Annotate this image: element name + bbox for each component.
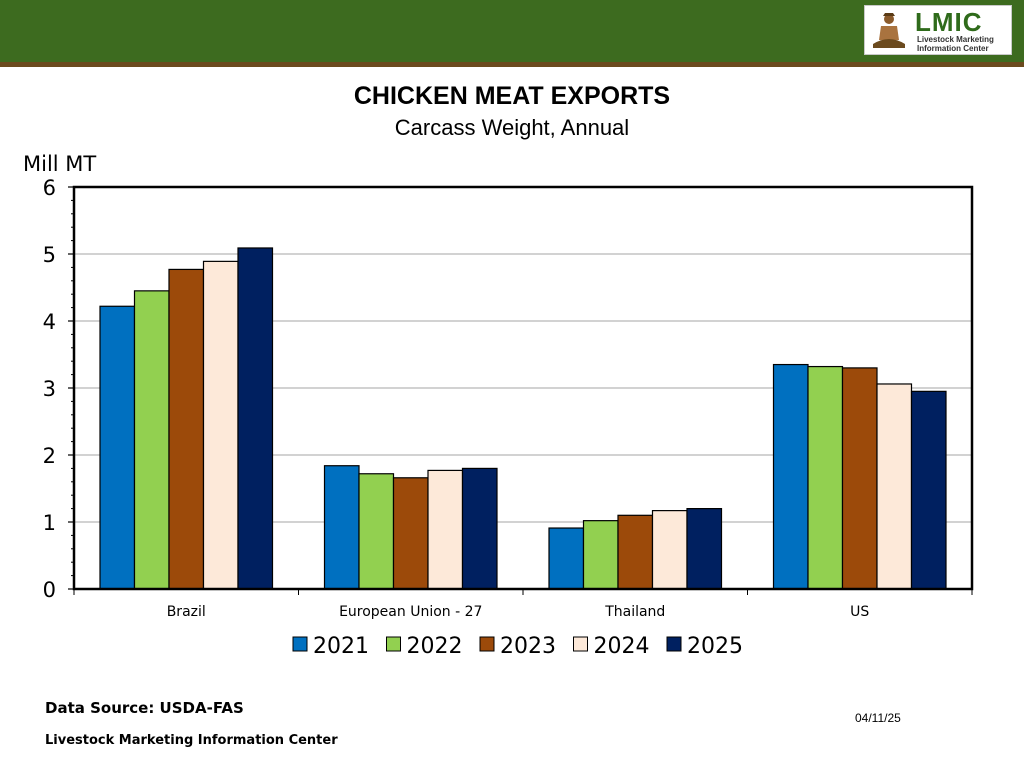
logo-subtitle-line2: Information Center	[917, 44, 989, 53]
legend-swatch-2021	[292, 636, 308, 652]
bar-2025-thailand	[686, 508, 723, 590]
bar-2025-european-union-27	[461, 467, 498, 590]
bar-2025-brazil	[237, 247, 274, 590]
bar-2021-european-union-27	[323, 465, 360, 590]
bar-2021-us	[772, 363, 809, 590]
lmic-logo: LMIC Livestock Marketing Information Cen…	[864, 5, 1012, 55]
chart-title: CHICKEN MEAT EXPORTS	[353, 82, 671, 110]
legend-label-2024: 2024	[594, 634, 650, 659]
x-tick-label: Brazil	[167, 604, 206, 620]
y-tick-label: 0	[43, 578, 56, 602]
legend-swatch-2022	[386, 636, 401, 652]
bar-2022-brazil	[133, 290, 170, 590]
y-tick-label: 6	[43, 176, 56, 200]
legend-swatch-2023	[479, 636, 495, 652]
bar-2024-us	[876, 383, 913, 590]
legend-label-2022: 2022	[407, 634, 463, 659]
bar-2023-thailand	[617, 514, 654, 590]
y-tick-label: 5	[43, 243, 56, 267]
legend-label-2025: 2025	[687, 634, 743, 659]
bar-2024-european-union-27	[427, 469, 464, 590]
bar-2023-us	[841, 367, 878, 590]
report-date: 04/11/25	[855, 711, 901, 725]
logo-subtitle: Livestock Marketing Information Center	[917, 35, 1009, 53]
data-source: Data Source: USDA-FAS	[45, 699, 244, 717]
y-tick-label: 1	[43, 511, 56, 535]
bar-2021-thailand	[548, 527, 585, 590]
bar-2021-brazil	[99, 305, 136, 590]
logo-subtitle-line1: Livestock Marketing	[917, 35, 994, 44]
header-band	[0, 0, 1024, 62]
y-tick-label: 2	[43, 444, 56, 468]
organization-name: Livestock Marketing Information Center	[45, 733, 338, 748]
legend-swatch-2024	[573, 636, 588, 652]
x-tick-label: European Union - 27	[339, 604, 482, 620]
x-tick-label: Thailand	[604, 604, 665, 620]
bar-2024-brazil	[202, 260, 239, 590]
chart-subtitle: Carcass Weight, Annual	[394, 115, 630, 140]
logo-title: LMIC	[915, 7, 983, 37]
header-band-edge	[0, 62, 1024, 67]
legend-label-2021: 2021	[313, 634, 369, 659]
bar-2023-european-union-27	[392, 477, 429, 590]
legend: 2021 2022 2023 2024 2025	[292, 634, 743, 659]
y-tick-label: 4	[43, 310, 56, 334]
legend-swatch-2025	[666, 636, 682, 652]
bar-2022-thailand	[582, 520, 619, 590]
bar-2022-european-union-27	[358, 473, 395, 590]
legend-label-2023: 2023	[500, 634, 556, 659]
bar-2025-us	[910, 390, 947, 590]
bar-2024-thailand	[651, 510, 688, 590]
y-axis-label: Mill MT	[23, 152, 96, 176]
axes: 0 1 2 3 4 5 6 Brazil European Union - 27 Thailand…	[43, 176, 973, 620]
cowboy-emblem-icon	[873, 13, 905, 48]
x-tick-label: US	[850, 604, 869, 620]
bar-2022-us	[807, 365, 844, 590]
y-tick-label: 3	[43, 377, 56, 401]
bar-2023-brazil	[168, 268, 205, 590]
bars	[99, 247, 947, 590]
